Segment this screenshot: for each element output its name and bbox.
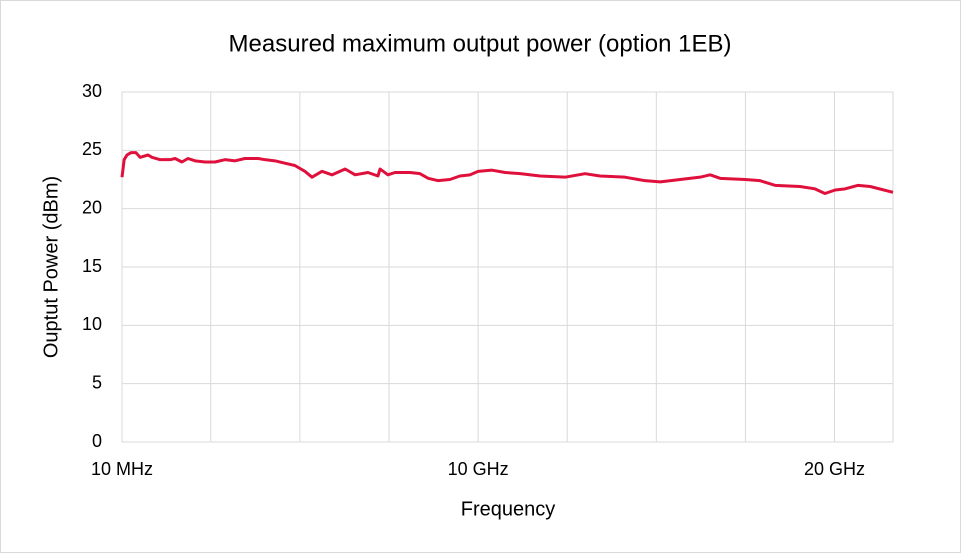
y-tick-label: 20 bbox=[82, 197, 102, 217]
y-tick-label: 30 bbox=[82, 81, 102, 101]
y-axis-label: Ouptut Power (dBm) bbox=[40, 176, 62, 358]
y-tick-label: 15 bbox=[82, 256, 102, 276]
x-tick-label: 10 GHz bbox=[448, 459, 509, 479]
data-line bbox=[120, 151, 894, 195]
x-tick-label: 20 GHz bbox=[804, 459, 865, 479]
x-tick-label: 10 MHz bbox=[91, 459, 153, 479]
x-axis-label: Frequency bbox=[461, 498, 556, 520]
chart-title: Measured maximum output power (option 1E… bbox=[229, 30, 732, 57]
y-tick-label: 10 bbox=[82, 314, 102, 334]
y-tick-label: 25 bbox=[82, 139, 102, 159]
y-tick-label: 0 bbox=[92, 431, 102, 451]
y-tick-label: 5 bbox=[92, 372, 102, 392]
